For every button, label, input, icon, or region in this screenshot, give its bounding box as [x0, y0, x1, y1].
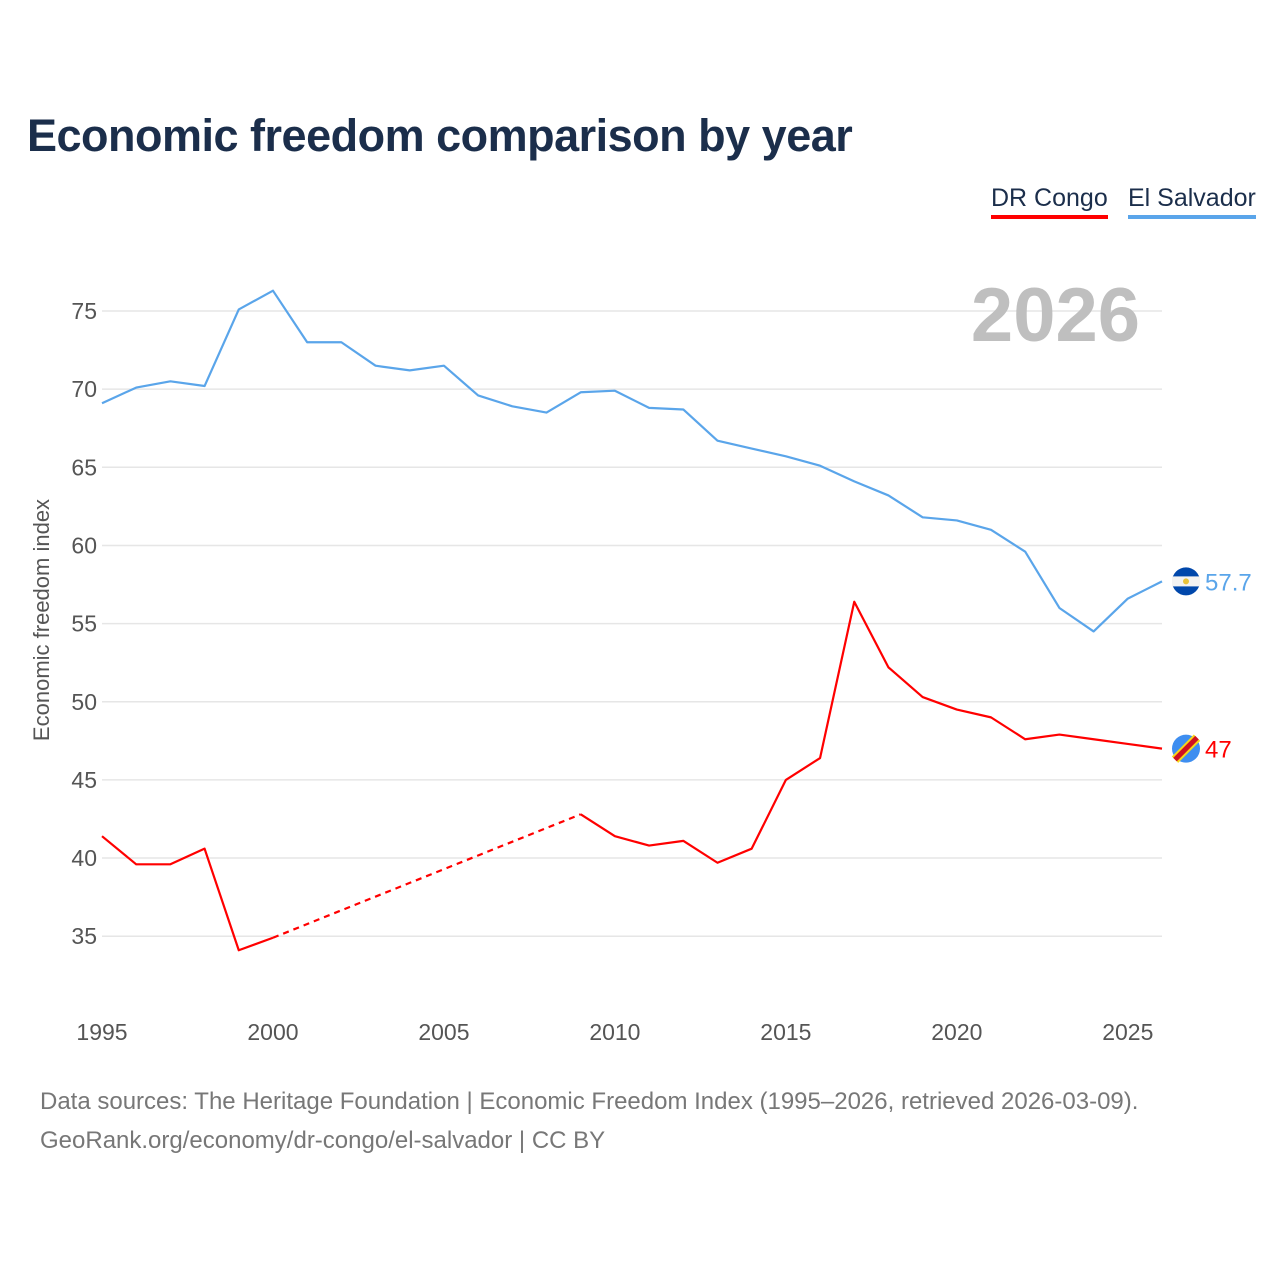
- x-tick-label: 2000: [247, 1019, 298, 1045]
- series-gap-dashed: [272, 813, 582, 939]
- y-tick-label: 60: [71, 532, 97, 558]
- series-line-el-salvador: [101, 289, 1163, 633]
- credit-link[interactable]: GeoRank.org/economy/dr-congo/el-salvador…: [40, 1127, 606, 1154]
- y-tick-label: 75: [71, 298, 97, 324]
- y-tick-label: 50: [71, 689, 97, 715]
- legend-dr-congo[interactable]: DR Congo: [991, 184, 1108, 219]
- y-axis-label: Economic freedom index: [29, 498, 54, 742]
- end-value-label: 47: [1205, 737, 1232, 764]
- chart-title: Economic freedom comparison by year: [27, 110, 853, 161]
- y-tick-label: 40: [71, 845, 97, 871]
- y-tick-label: 35: [71, 923, 97, 949]
- series-line-dr-congo: [101, 835, 274, 952]
- y-tick-label: 55: [71, 611, 97, 637]
- x-tick-label: 2010: [589, 1019, 640, 1045]
- y-tick-label: 70: [71, 376, 97, 402]
- series-line-dr-congo: [580, 600, 1163, 864]
- dr-congo-flag-icon: [1171, 734, 1201, 763]
- x-tick-label: 1995: [76, 1019, 127, 1045]
- y-tick-label: 65: [71, 454, 97, 480]
- end-value-label: 57.7: [1205, 569, 1252, 596]
- current-year-label: 2026: [970, 273, 1140, 358]
- y-tick-label: 45: [71, 767, 97, 793]
- legend-el-salvador[interactable]: El Salvador: [1128, 184, 1256, 219]
- x-tick-label: 2015: [760, 1019, 811, 1045]
- x-tick-label: 2005: [418, 1019, 469, 1045]
- data-sources: Data sources: The Heritage Foundation | …: [40, 1088, 1139, 1115]
- x-tick-label: 2020: [931, 1019, 982, 1045]
- el-salvador-flag-icon: [1172, 567, 1200, 596]
- x-tick-label: 2025: [1102, 1019, 1153, 1045]
